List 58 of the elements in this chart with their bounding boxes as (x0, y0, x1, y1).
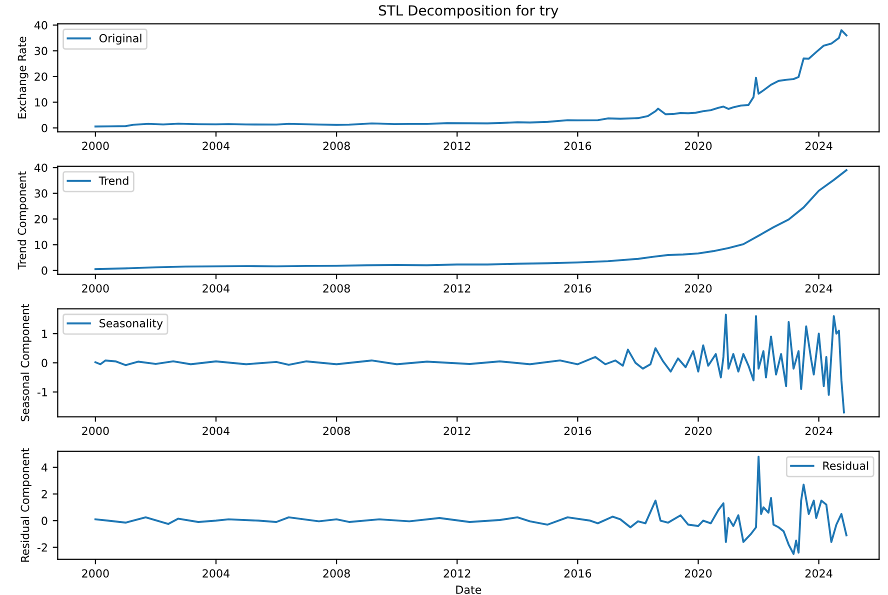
y-tick-label: 30 (34, 189, 48, 198)
x-tick-label: 2016 (564, 569, 592, 578)
y-tick-label: 30 (34, 46, 48, 56)
x-tick-label: 2000 (82, 426, 109, 436)
y-axis-title: Trend Component (18, 171, 28, 270)
y-tick-label: 2 (42, 490, 47, 498)
y-tick-label: 40 (34, 21, 48, 30)
x-tick-label: 2008 (323, 284, 350, 293)
legend-label: Original (99, 34, 142, 45)
legend-label: Seasonality (100, 318, 163, 330)
y-tick-label: 40 (34, 164, 48, 172)
x-tick-label: 2024 (805, 569, 832, 578)
y-tick-label: -2 (37, 543, 47, 552)
x-tick-label: 2004 (202, 569, 230, 578)
x-tick-label: 2020 (684, 569, 712, 578)
y-axis-title: Seasonal Component (20, 304, 32, 422)
x-tick-label: 2020 (684, 426, 712, 436)
legend-label: Residual (823, 461, 868, 470)
x-tick-label: 2020 (684, 142, 712, 150)
x-tick-label: 2000 (82, 569, 109, 578)
x-tick-label: 2000 (82, 142, 109, 150)
y-tick-label: 0 (42, 516, 48, 526)
line-series (94, 169, 848, 270)
x-tick-label: 2000 (82, 284, 109, 293)
y-tick-label: 0 (42, 124, 48, 132)
y-axis-title: Exchange Rate (18, 36, 28, 118)
x-tick-label: 2012 (444, 426, 470, 436)
x-tick-label: 2016 (564, 142, 592, 150)
y-tick-label: 0 (42, 266, 48, 275)
y-tick-label: 4 (41, 463, 48, 472)
x-tick-label: 2012 (444, 284, 470, 293)
chart-title: STL Decomposition for try (379, 4, 558, 18)
x-tick-label: 2004 (202, 142, 230, 150)
x-tick-label: 2024 (805, 284, 832, 293)
x-axis-title: Date (456, 586, 482, 594)
y-tick-label: -1 (37, 388, 47, 396)
x-tick-label: 2008 (323, 426, 350, 436)
x-tick-label: 2012 (444, 142, 470, 150)
x-tick-label: 2012 (444, 569, 470, 578)
y-tick-label: 20 (34, 72, 48, 81)
y-tick-label: 20 (34, 214, 48, 224)
x-tick-label: 2004 (202, 284, 230, 293)
x-tick-label: 2008 (323, 569, 350, 578)
x-tick-label: 2024 (805, 426, 832, 436)
y-tick-label: 1 (42, 330, 47, 338)
line-series (94, 29, 848, 128)
x-tick-label: 2020 (684, 284, 712, 293)
y-tick-label: 10 (35, 98, 48, 107)
x-tick-label: 2024 (805, 142, 832, 150)
x-tick-label: 2016 (564, 284, 592, 293)
x-tick-label: 2008 (323, 142, 350, 150)
legend-label: Trend (98, 176, 128, 185)
y-tick-label: 10 (35, 240, 48, 250)
y-tick-label: 0 (42, 358, 48, 368)
y-axis-title: Residual Component (20, 448, 32, 562)
line-series (94, 314, 845, 414)
x-tick-label: 2016 (564, 426, 592, 436)
x-tick-label: 2004 (202, 426, 230, 436)
